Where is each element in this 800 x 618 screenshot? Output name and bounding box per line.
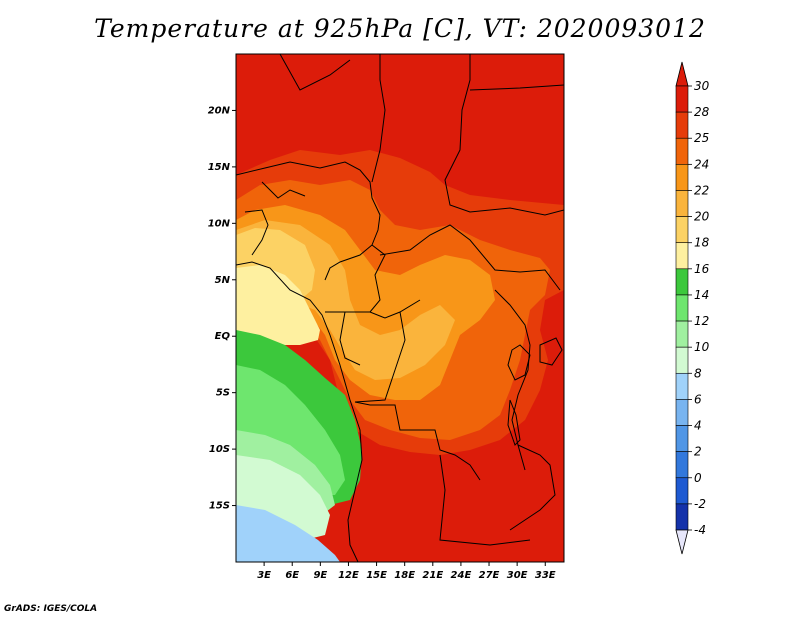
colorbar-segment	[675, 320, 689, 348]
lat-tick-label: 5S	[216, 388, 230, 399]
field-sky	[236, 505, 340, 562]
border-line	[379, 224, 561, 291]
colorbar-segment	[675, 242, 689, 270]
lat-tick-label: 15S	[209, 501, 230, 512]
colorbar-segment	[675, 346, 689, 374]
colorbar-segment	[675, 503, 689, 531]
lon-tick-label: 30E	[507, 570, 528, 581]
border-line	[439, 454, 531, 546]
lon-tick-label: 9E	[313, 570, 327, 581]
lake-outline	[507, 399, 521, 446]
colorbar-segment	[675, 399, 689, 426]
lake-outline	[539, 337, 563, 366]
colorbar-label: 14	[694, 288, 709, 302]
lon-tick-label: 18E	[394, 570, 415, 581]
lon-tick-label: 3E	[257, 570, 271, 581]
colorbar-segment	[675, 372, 689, 400]
colorbar-label: 12	[694, 314, 709, 328]
lon-tick-label: 24E	[451, 570, 472, 581]
border-line	[354, 401, 481, 481]
colorbar-label: 16	[694, 262, 710, 276]
colorbar-label: -4	[694, 523, 706, 537]
colorbar-label: 24	[694, 157, 709, 171]
lat-tick-label: 10S	[209, 444, 230, 455]
colorbar-bottom-arrow	[675, 529, 689, 555]
colorbar-segment	[675, 451, 689, 479]
map-title: Temperature at 925hPa [C], VT: 202009301…	[94, 14, 706, 43]
colorbar-segment	[675, 294, 689, 322]
lon-tick-label: 15E	[366, 570, 387, 581]
field-pale	[236, 265, 320, 345]
border-line	[236, 161, 381, 246]
lon-tick-label: 12E	[338, 570, 359, 581]
colorbar-label: 0	[694, 471, 702, 485]
plot-frame	[235, 53, 565, 563]
lon-tick-label: 21E	[422, 570, 443, 581]
colorbar-segment	[675, 111, 689, 139]
colorbar-label: -2	[694, 497, 706, 511]
colorbar-label: 25	[694, 131, 709, 145]
lon-tick-label: 6E	[285, 570, 299, 581]
border-line	[261, 181, 306, 199]
colorbar-label: 22	[694, 183, 709, 197]
colorbar-label: 2	[694, 445, 702, 459]
border-line	[354, 311, 406, 403]
lat-tick-label: 5N	[215, 275, 231, 286]
colorbar-segment	[675, 477, 689, 505]
border-line	[244, 209, 269, 256]
lat-tick-label: 20N	[208, 105, 231, 116]
colorbar-label: 8	[694, 366, 702, 380]
border-line	[509, 444, 556, 531]
colorbar-segment	[675, 85, 689, 113]
border-line	[339, 311, 361, 366]
credit-text: GrADS: IGES/COLA	[4, 604, 98, 614]
border-line	[324, 244, 373, 281]
lon-tick-label: 33E	[535, 570, 556, 581]
colorbar-segment	[675, 137, 689, 165]
border-line	[279, 54, 351, 91]
border-line	[494, 289, 531, 471]
lake-outline	[507, 344, 531, 381]
colorbar-segment	[675, 216, 689, 244]
border-line	[469, 84, 564, 91]
colorbar-top-arrow	[675, 61, 689, 87]
colorbar-label: 6	[694, 392, 702, 406]
colorbar-label: 20	[694, 210, 710, 224]
colorbar-label: 10	[694, 340, 710, 354]
border-line	[369, 244, 386, 313]
colorbar-label: 30	[694, 79, 710, 93]
border-line	[371, 54, 386, 183]
longitude-axis: 3E 6E 9E 12E 15E 18E 21E 24E 27E 30E 33E	[257, 562, 556, 581]
colorbar-label: 18	[694, 236, 710, 250]
lat-tick-label: 10N	[208, 218, 231, 229]
lon-tick-label: 27E	[479, 570, 500, 581]
colorbar-segment	[675, 425, 689, 452]
colorbar-segment	[675, 268, 689, 296]
temperature-field	[236, 54, 564, 562]
country-borders	[236, 54, 564, 562]
border-line	[325, 299, 421, 319]
coastline	[236, 261, 363, 562]
lat-tick-label: EQ	[215, 331, 231, 342]
colorbar-segment	[675, 164, 689, 191]
latitude-axis: 20N 15N 10N 5N EQ 5S 10S 15S	[208, 105, 236, 512]
lat-tick-label: 15N	[208, 162, 231, 173]
colorbar-label: 4	[694, 419, 702, 433]
colorbar-segment	[675, 190, 689, 217]
colorbar-label: 28	[694, 105, 710, 119]
border-line	[444, 54, 564, 216]
